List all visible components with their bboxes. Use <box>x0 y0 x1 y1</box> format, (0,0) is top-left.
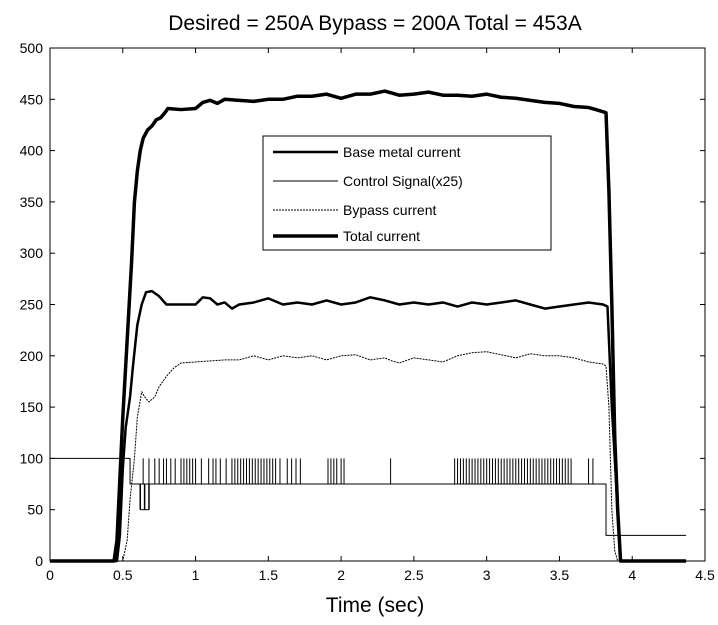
y-tick-label: 300 <box>20 245 44 261</box>
series-line-base-metal-current <box>50 289 687 563</box>
x-tick-label: 0 <box>46 567 54 583</box>
y-tick-label: 100 <box>20 450 44 466</box>
legend: Base metal current Control Signal(x25) B… <box>262 135 552 251</box>
y-tick-label: 50 <box>27 502 43 518</box>
y-tick-label: 450 <box>20 91 44 107</box>
y-tick-label: 0 <box>35 553 43 569</box>
series-line-bypass-current <box>50 351 687 562</box>
y-tick-label: 250 <box>20 297 44 313</box>
series-line-total-current <box>50 89 687 563</box>
x-tick-label: 2.5 <box>404 567 424 583</box>
series-group <box>50 89 687 563</box>
x-tick-label: 1 <box>192 567 200 583</box>
x-tick-label: 3 <box>483 567 491 583</box>
legend-label-base-metal-current: Base metal current <box>343 144 461 160</box>
x-tick-label: 0.5 <box>113 567 133 583</box>
y-tick-label: 200 <box>20 348 44 364</box>
x-axis-label: Time (sec) <box>326 594 424 617</box>
y-tick-label: 500 <box>20 40 44 56</box>
y-tick-label: 400 <box>20 143 44 159</box>
legend-label-total-current: Total current <box>343 228 420 244</box>
legend-box <box>262 135 552 251</box>
axis-ticks: 0 0.5 1 1.5 2 2.5 3 3.5 4 4.5 0 50 100 150 200 250 300 35… <box>20 40 715 583</box>
y-tick-label: 150 <box>20 399 44 415</box>
x-tick-label: 1.5 <box>259 567 279 583</box>
x-tick-label: 3.5 <box>550 567 570 583</box>
x-tick-label: 4 <box>628 567 636 583</box>
chart-title: Desired = 250A Bypass = 200A Total = 453… <box>168 12 582 35</box>
x-tick-label: 4.5 <box>695 567 715 583</box>
y-tick-label: 350 <box>20 194 44 210</box>
legend-label-bypass-current: Bypass current <box>343 202 436 218</box>
legend-label-control-signal: Control Signal(x25) <box>343 173 463 189</box>
x-tick-label: 2 <box>337 567 345 583</box>
